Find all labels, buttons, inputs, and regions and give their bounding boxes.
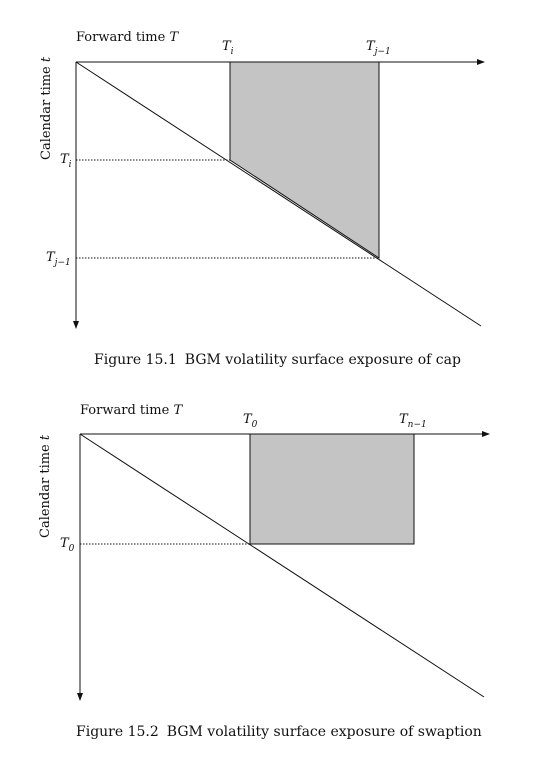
figure-1: Forward time T Calendar time t Ti Tj−1 T… [39, 30, 485, 329]
x-axis-title: Forward time T [80, 403, 183, 418]
figure-2: Forward time T Calendar time t T0 Tn−1 T… [38, 403, 490, 701]
top-label-tn-1: Tn−1 [399, 412, 427, 430]
exposure-region-cap [229, 61, 380, 259]
top-label-ti: Ti [222, 39, 234, 57]
top-label-t0: T0 [243, 412, 258, 430]
left-label-tj-1: Tj−1 [46, 250, 71, 268]
x-axis-title: Forward time T [76, 30, 179, 45]
diagonal-line [75, 61, 482, 327]
y-axis-title: Calendar time t [38, 434, 53, 538]
figure-1-caption: Figure 15.1 BGM volatility surface exposu… [94, 352, 461, 368]
top-label-tj-1: Tj−1 [366, 39, 391, 57]
left-label-t0: T0 [60, 536, 75, 554]
figure-2-number: Figure 15.2 [76, 724, 159, 740]
figure-2-caption: Figure 15.2 BGM volatility surface exposu… [76, 724, 482, 740]
y-axis-title: Calendar time t [39, 56, 54, 160]
figure-1-number: Figure 15.1 [94, 352, 177, 368]
left-label-ti: Ti [60, 152, 72, 170]
figure-1-caption-text: BGM volatility surface exposure of cap [184, 352, 461, 368]
diagonal-line [79, 433, 485, 698]
figure-2-caption-text: BGM volatility surface exposure of swapt… [166, 724, 482, 740]
exposure-region-swaption [249, 433, 415, 545]
